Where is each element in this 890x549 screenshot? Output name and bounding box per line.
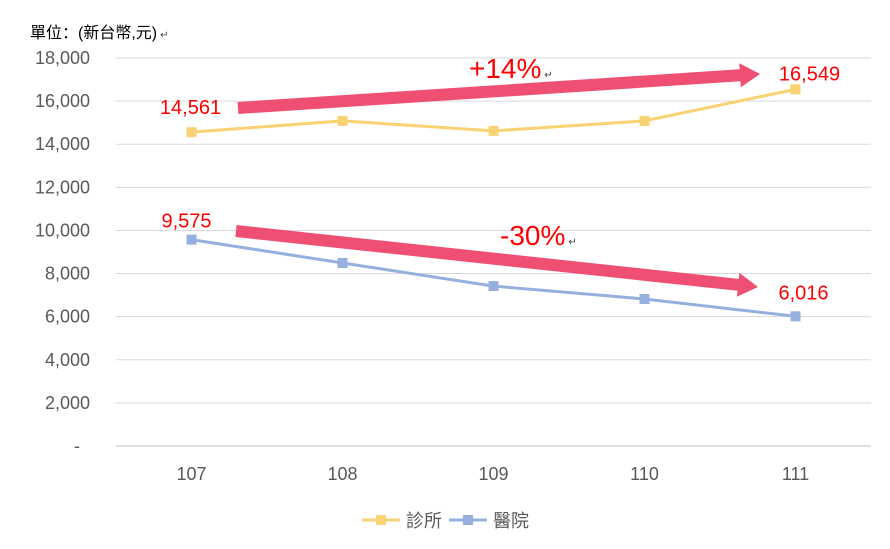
series-1-point (639, 115, 650, 126)
trend-annotation-text: -30% (500, 220, 565, 251)
series-1-point (186, 127, 197, 138)
legend-item: 醫院 (449, 511, 529, 531)
series-1-point (337, 115, 348, 126)
series-1-point (488, 125, 499, 136)
y-tick-label: 8,000 (45, 264, 90, 284)
series-2-point (790, 311, 801, 322)
legend-swatch-marker (376, 515, 386, 525)
legend-label: 診所 (406, 511, 442, 531)
data-label: 14,561 (160, 97, 221, 119)
legend-item: 診所 (362, 511, 442, 531)
data-labels: 14,561 16,549 9,575 6,016 (160, 63, 840, 304)
series-2-point (337, 257, 348, 268)
data-label: 9,575 (161, 211, 211, 233)
legend-label: 醫院 (493, 511, 529, 531)
y-tick-label: 14,000 (35, 134, 90, 154)
paragraph-mark: ↵ (544, 70, 552, 81)
trend-annotation-text: +14% (469, 53, 541, 84)
series-2-point (186, 234, 197, 245)
y-tick-label: 6,000 (45, 307, 90, 327)
y-tick-label: 16,000 (35, 91, 90, 111)
y-axis: - 2,000 4,000 6,000 8,000 10,000 12,000 14,000 1… (35, 48, 90, 456)
unit-label-text: 單位：(新台幣,元) (30, 24, 157, 42)
x-tick-label: 108 (327, 464, 357, 484)
y-tick-label: 18,000 (35, 48, 90, 68)
data-label: 6,016 (778, 282, 828, 304)
series-1-point (790, 84, 801, 95)
x-tick-label: 111 (782, 464, 809, 484)
x-tick-label: 109 (478, 464, 508, 484)
unit-label: 單位：(新台幣,元) ↵ (30, 24, 169, 42)
x-axis: 107 108 109 110 111 (176, 464, 809, 484)
series-2-point (488, 281, 499, 292)
y-tick-label: 10,000 (35, 220, 90, 240)
trend-arrow (235, 225, 758, 297)
trend-annotation: +14% ↵ (469, 53, 553, 84)
gridlines (116, 57, 871, 447)
data-label: 16,549 (779, 63, 840, 85)
y-tick-label: - (74, 436, 80, 456)
legend-swatch-marker (463, 515, 473, 525)
series-group (186, 84, 801, 322)
trend-annotation: -30% ↵ (500, 220, 577, 251)
trend-annotations: +14% ↵-30% ↵ (469, 53, 577, 251)
y-tick-label: 4,000 (45, 350, 90, 370)
series-2-point (639, 293, 650, 304)
trend-arrows (235, 63, 761, 297)
y-tick-label: 12,000 (35, 177, 90, 197)
x-tick-label: 110 (630, 464, 659, 484)
paragraph-mark: ↵ (160, 30, 168, 41)
legend: 診所 醫院 (362, 511, 529, 531)
x-tick-label: 107 (176, 464, 206, 484)
trend-arrow (237, 63, 761, 114)
y-tick-label: 2,000 (45, 393, 90, 413)
paragraph-mark: ↵ (568, 237, 576, 248)
